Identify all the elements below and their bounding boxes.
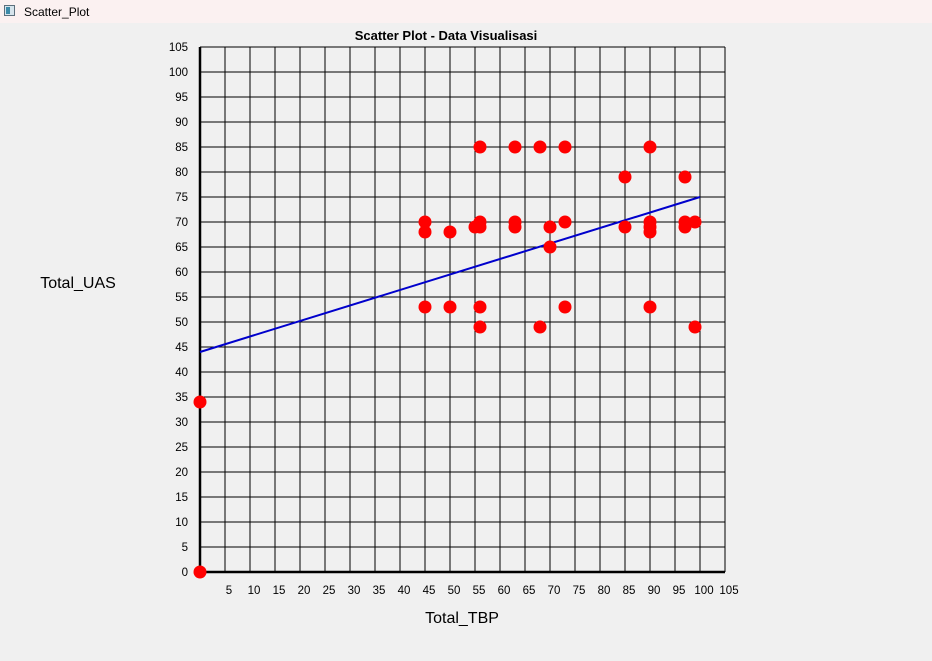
x-tick-label: 40: [398, 585, 411, 597]
data-point: [618, 170, 632, 184]
x-tick-label: 35: [373, 585, 386, 597]
y-tick-label: 65: [175, 242, 188, 254]
x-tick-label: 65: [523, 585, 536, 597]
data-point: [473, 320, 487, 334]
trend-line: [199, 196, 701, 353]
data-point: [643, 140, 657, 154]
data-point: [508, 220, 522, 234]
data-point: [558, 300, 572, 314]
data-point: [418, 215, 432, 229]
x-tick-label: 45: [423, 585, 436, 597]
x-tick-label: 15: [273, 585, 286, 597]
data-point: [678, 220, 692, 234]
data-point: [688, 320, 702, 334]
y-tick-label: 0: [182, 567, 188, 579]
data-point: [543, 220, 557, 234]
x-tick-labels: 5 10 15 20 25 30 35 40 45 50 55 60 65 70 75 80 85 90 95 100…: [226, 585, 739, 597]
plot-area: [200, 47, 725, 572]
x-tick-label: 5: [226, 585, 232, 597]
x-tick-label: 70: [548, 585, 561, 597]
window-titlebar: Scatter_Plot: [0, 0, 932, 23]
y-tick-label: 15: [175, 492, 188, 504]
data-point: [533, 140, 547, 154]
axes: [198, 47, 725, 574]
x-tick-label: 95: [673, 585, 686, 597]
x-tick-label: 80: [598, 585, 611, 597]
x-tick-label: 90: [648, 585, 661, 597]
y-tick-label: 80: [175, 167, 188, 179]
data-point: [508, 140, 522, 154]
chart-title: Scatter Plot - Data Visualisasi: [355, 28, 538, 43]
y-tick-label: 105: [169, 42, 188, 54]
y-tick-label: 25: [175, 442, 188, 454]
x-tick-label: 75: [573, 585, 586, 597]
app-window-icon[interactable]: [4, 5, 15, 16]
y-tick-label: 100: [169, 67, 188, 79]
x-tick-label: 60: [498, 585, 511, 597]
y-tick-label: 10: [175, 517, 188, 529]
data-point: [533, 320, 547, 334]
data-point: [473, 220, 487, 234]
grid-lines: [200, 46, 726, 572]
trend-line-group: [199, 196, 701, 353]
y-tick-label: 55: [175, 292, 188, 304]
data-point: [418, 300, 432, 314]
y-tick-label: 5: [182, 542, 188, 554]
x-tick-label: 50: [448, 585, 461, 597]
data-point: [443, 300, 457, 314]
x-tick-label: 55: [473, 585, 486, 597]
y-tick-label: 85: [175, 142, 188, 154]
y-tick-label: 90: [175, 117, 188, 129]
data-point: [643, 300, 657, 314]
x-tick-label: 30: [348, 585, 361, 597]
y-tick-labels: 0 5 10 15 20 25 30 35 40 45 50 55 60 65 70 75 80 85 90 95 10…: [169, 42, 188, 579]
y-tick-label: 70: [175, 217, 188, 229]
data-point: [643, 225, 657, 239]
y-axis-label: Total_UAS: [40, 275, 116, 292]
x-tick-label: 25: [323, 585, 336, 597]
y-tick-label: 30: [175, 417, 188, 429]
x-tick-label: 85: [623, 585, 636, 597]
data-point: [193, 395, 207, 409]
y-tick-label: 45: [175, 342, 188, 354]
x-tick-label: 10: [248, 585, 261, 597]
data-point: [618, 220, 632, 234]
data-point: [558, 215, 572, 229]
data-point: [688, 215, 702, 229]
data-point: [473, 140, 487, 154]
data-point: [543, 240, 557, 254]
data-point: [193, 565, 207, 579]
y-tick-label: 60: [175, 267, 188, 279]
data-point: [678, 170, 692, 184]
data-point: [558, 140, 572, 154]
y-tick-label: 35: [175, 392, 188, 404]
x-tick-label: 105: [719, 585, 738, 597]
y-tick-label: 95: [175, 92, 188, 104]
x-axis-label: Total_TBP: [425, 610, 499, 627]
y-tick-label: 20: [175, 467, 188, 479]
x-tick-label: 100: [694, 585, 713, 597]
window-title: Scatter_Plot: [24, 5, 90, 19]
data-point: [443, 225, 457, 239]
y-tick-label: 40: [175, 367, 188, 379]
data-point: [418, 225, 432, 239]
y-tick-label: 75: [175, 192, 188, 204]
data-point: [473, 300, 487, 314]
y-tick-label: 50: [175, 317, 188, 329]
x-tick-label: 20: [298, 585, 311, 597]
data-points: [193, 140, 702, 579]
